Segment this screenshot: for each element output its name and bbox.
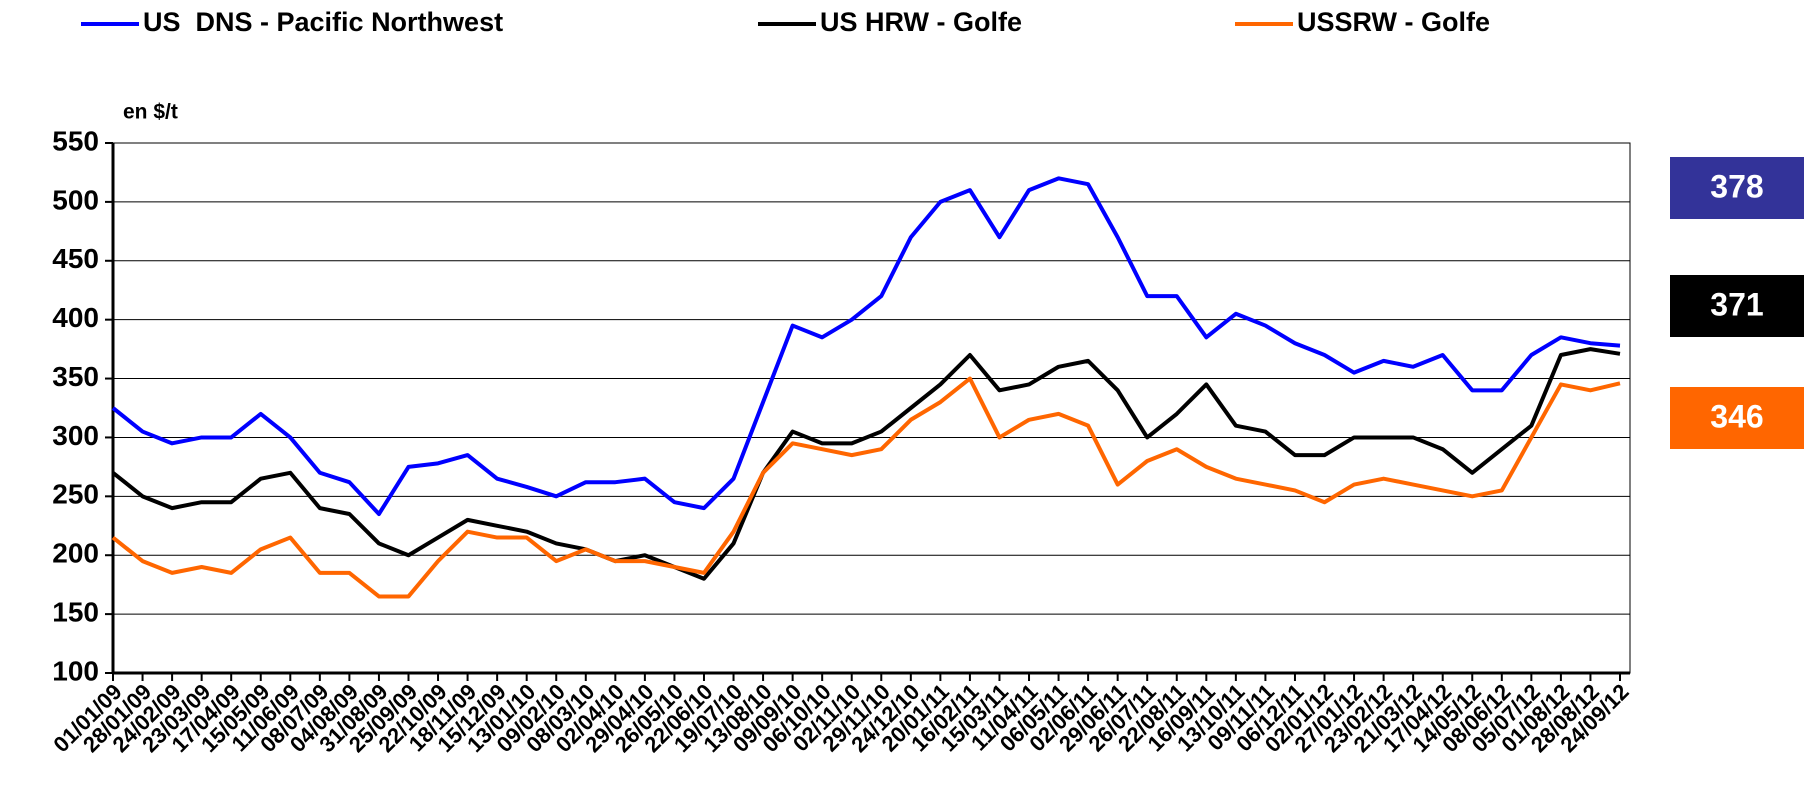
data-line: [111, 376, 1621, 599]
y-tick-label: 200: [52, 538, 99, 569]
data-line: [111, 347, 1621, 581]
y-tick-label: 150: [52, 597, 99, 628]
y-tick-label: 400: [52, 302, 99, 333]
legend-label: US DNS - Pacific Northwest: [143, 7, 503, 37]
y-tick-label: 500: [52, 184, 99, 215]
y-tick-label: 350: [52, 361, 99, 392]
end-value-box: [1670, 275, 1804, 337]
data-line: [111, 176, 1621, 516]
legend-label: USSRW - Golfe: [1297, 7, 1490, 37]
end-value-label: 378: [1710, 168, 1763, 204]
end-value-box: [1670, 157, 1804, 219]
y-tick-label: 450: [52, 243, 99, 274]
y-tick-label: 550: [52, 125, 99, 156]
y-tick-label: 100: [52, 655, 99, 686]
y-tick-label: 250: [52, 479, 99, 510]
y-tick-label: 300: [52, 420, 99, 451]
end-value-label: 371: [1710, 286, 1763, 322]
end-value-box: [1670, 387, 1804, 449]
legend-label: US HRW - Golfe: [820, 7, 1022, 37]
y-axis-label: en $/t: [123, 101, 178, 124]
plot-area: [112, 142, 1631, 674]
end-value-label: 346: [1710, 398, 1763, 434]
